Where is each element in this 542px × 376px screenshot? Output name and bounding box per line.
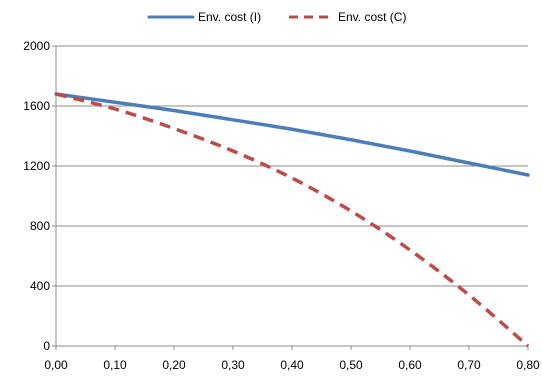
y-tick-label: 1200 — [23, 159, 50, 173]
legend-label-series-1: Env. cost (I) — [198, 10, 261, 24]
x-axis-tick-labels: 0,00 0,10 0,20 0,30 0,40 0,50 0,60 0,70 0,80 — [44, 358, 540, 372]
y-tick-label: 2000 — [23, 39, 50, 53]
x-tick-label: 0,60 — [398, 358, 422, 372]
legend-label-series-2: Env. cost (C) — [338, 10, 406, 24]
x-tick-label: 0,50 — [339, 358, 363, 372]
axes — [52, 45, 529, 350]
x-tick-label: 0,80 — [516, 358, 540, 372]
x-tick-label: 0,30 — [221, 358, 245, 372]
y-tick-label: 0 — [43, 339, 50, 353]
x-tick-label: 0,70 — [457, 358, 481, 372]
series-lines — [54, 92, 530, 348]
x-tick-label: 0,40 — [280, 358, 304, 372]
series-line-2 — [55, 92, 530, 348]
chart-legend: Env. cost (I) Env. cost (C) — [147, 10, 406, 24]
y-tick-label: 400 — [30, 279, 50, 293]
y-tick-label: 800 — [30, 219, 50, 233]
x-tick-label: 0,20 — [162, 358, 186, 372]
gridlines — [56, 45, 528, 287]
x-tick-label: 0,00 — [44, 358, 68, 372]
x-tick-label: 0,10 — [103, 358, 127, 372]
series-line-1 — [54, 92, 530, 177]
y-tick-label: 1600 — [23, 99, 50, 113]
y-axis-tick-labels: 0 400 800 1200 1600 2000 — [23, 39, 50, 353]
